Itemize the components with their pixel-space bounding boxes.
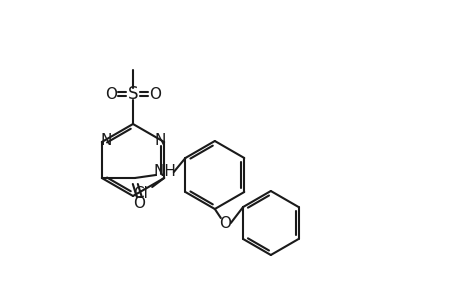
Text: Cl: Cl — [133, 185, 147, 200]
Text: O: O — [133, 196, 145, 211]
Text: NH: NH — [153, 164, 176, 179]
Text: O: O — [105, 86, 117, 101]
Text: O: O — [149, 86, 161, 101]
Text: N: N — [100, 133, 111, 148]
Text: O: O — [218, 215, 230, 230]
Text: N: N — [154, 133, 166, 148]
Text: S: S — [128, 85, 138, 103]
